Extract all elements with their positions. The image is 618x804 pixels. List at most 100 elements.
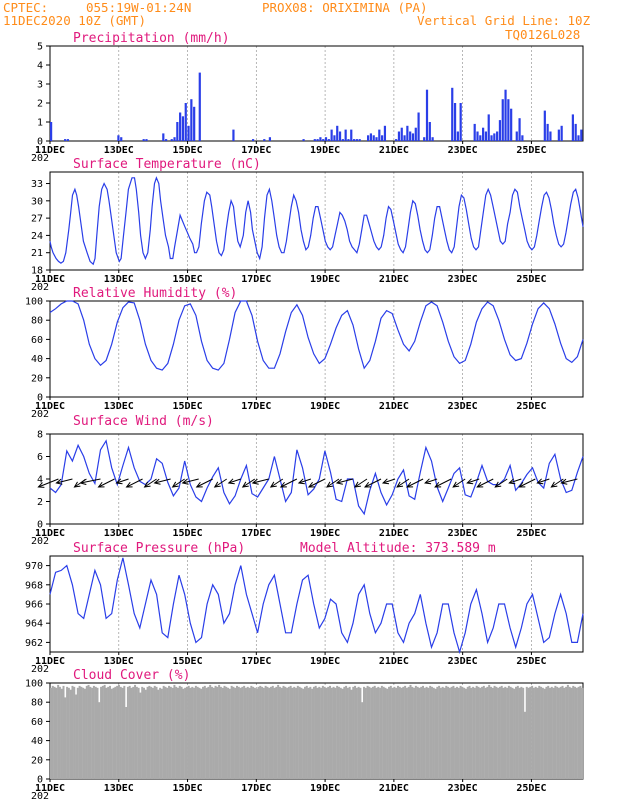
cloud-bar: [191, 686, 194, 779]
cloud-bar: [295, 687, 298, 779]
precip-bar: [451, 87, 454, 141]
x-tick-label: 25DEC: [516, 401, 546, 412]
cloud-bar: [103, 684, 106, 779]
y-tick-label: 5: [37, 42, 43, 53]
cloud-bar: [389, 685, 392, 779]
y-tick-label: 100: [25, 679, 43, 690]
wind-arrowhead: [37, 482, 45, 488]
wind-vector: [98, 478, 115, 488]
y-tick-label: 40: [31, 354, 43, 365]
cloud-bar: [325, 687, 328, 779]
cloud-bar: [284, 686, 287, 779]
precip-bar: [117, 135, 120, 141]
cloud-bar: [128, 685, 131, 779]
cloud-bar: [91, 687, 94, 779]
wind-arrowhead: [153, 478, 161, 485]
cloud-bar: [277, 684, 280, 779]
precip-bar: [313, 139, 316, 141]
precip-bar: [453, 103, 457, 141]
wind-vector: [270, 478, 284, 488]
precip-bar: [383, 125, 387, 141]
cloud-bar: [454, 687, 457, 779]
precip-bar: [176, 122, 179, 141]
wind-arrowhead: [396, 481, 404, 488]
y-tick-label: 24: [31, 231, 43, 242]
cloud-bar: [350, 689, 353, 779]
cloud-bar: [330, 687, 333, 779]
cloud-bar: [137, 687, 140, 779]
x-tick-label: 13DEC: [104, 528, 134, 539]
wind-vector: [182, 478, 199, 484]
wind-arrowhead: [508, 478, 516, 485]
precip-bar: [479, 135, 482, 141]
wind-vector: [252, 478, 269, 484]
cloud-bar: [69, 689, 72, 779]
cloud-bar: [182, 688, 185, 779]
cloud-bar: [559, 686, 562, 779]
precip-bar: [324, 137, 328, 141]
cloud-bar: [404, 685, 407, 779]
x-tick-label: 21DEC: [379, 783, 409, 794]
cloud-bar: [219, 686, 222, 779]
cloud-bar: [146, 686, 149, 779]
cloud-bar: [87, 684, 90, 779]
cloud-bar: [101, 685, 104, 779]
panel-title: Surface Temperature (nC): [73, 157, 261, 172]
x-tick-label: 19DEC: [310, 528, 340, 539]
cloud-bar: [430, 686, 433, 779]
cloud-bar: [509, 686, 512, 779]
year-fragment: 202: [31, 153, 49, 164]
cloud-bar: [359, 687, 362, 779]
precip-bar: [484, 131, 488, 141]
x-tick-label: 23DEC: [448, 783, 478, 794]
precip-bar: [327, 139, 330, 141]
precip-bar: [198, 72, 201, 141]
cloud-bar: [377, 686, 380, 779]
precip-bar: [375, 137, 378, 141]
precip-bar: [355, 139, 358, 141]
wind-vector: [116, 478, 129, 484]
cloud-bar: [409, 684, 412, 779]
x-tick-label: 17DEC: [241, 274, 271, 285]
cloud-bar: [209, 684, 212, 779]
cloud-bar: [117, 684, 120, 779]
cloud-bar: [193, 687, 196, 779]
precip-bar: [507, 99, 510, 141]
panel-6: Cloud Cover (%) 0 20 40 60 80 100 11DEC 13DEC 15D…: [25, 668, 584, 802]
cloud-bar: [168, 685, 171, 779]
wind-vector: [406, 478, 424, 488]
wind-vector: [144, 478, 157, 488]
precip-bar: [521, 135, 524, 141]
cloud-bar: [164, 686, 167, 779]
x-tick-label: 15DEC: [172, 783, 202, 794]
panel-title: Surface Pressure (hPa): [73, 541, 245, 556]
cloud-bar: [73, 686, 76, 779]
precip-bar: [482, 127, 485, 141]
cloud-bar: [234, 687, 237, 779]
cloud-bar: [85, 685, 88, 779]
cloud-bar: [130, 687, 133, 779]
x-tick-label: 11DEC: [35, 783, 65, 794]
cloud-bar: [160, 688, 163, 779]
cloud-bar: [205, 687, 208, 779]
wind-arrowhead: [195, 481, 203, 488]
x-tick-label: 15DEC: [172, 401, 202, 412]
y-tick-label: 0: [37, 775, 43, 786]
cloud-bar: [300, 687, 303, 779]
cloud-bar: [141, 686, 144, 779]
cloud-bar: [393, 686, 396, 779]
cloud-bar: [71, 685, 74, 779]
cloud-bar: [575, 687, 578, 779]
cloud-bar: [395, 687, 398, 779]
cloud-bar: [185, 686, 188, 779]
cloud-bar: [581, 687, 584, 779]
wind-arrowhead: [97, 481, 105, 488]
precip-bar: [546, 123, 549, 141]
precip-bar: [263, 139, 266, 141]
precip-bar: [431, 137, 434, 141]
cloud-bar: [298, 686, 301, 779]
x-tick-label: 19DEC: [310, 401, 340, 412]
panel-3: Relative Humidity (%) 0 20 40 60 80 100 11DEC 13…: [25, 286, 584, 420]
x-tick-label: 11DEC: [35, 274, 65, 285]
panel-title: Cloud Cover (%): [73, 668, 190, 683]
